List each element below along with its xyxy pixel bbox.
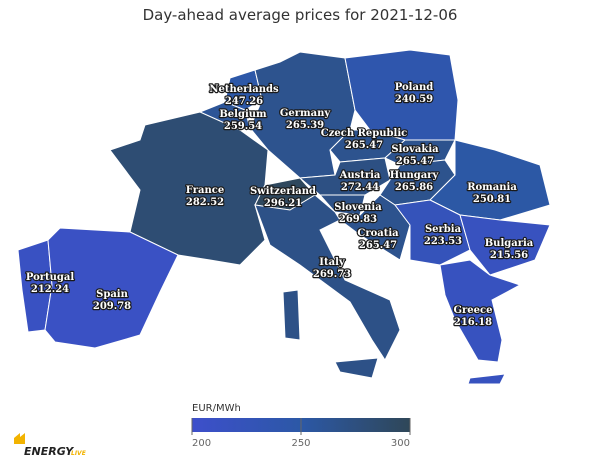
labels: Netherlands247.26Belgium259.54Germany265… — [25, 81, 535, 329]
region-value: 269.73 — [313, 269, 351, 280]
region-name: Slovenia — [334, 202, 382, 213]
region-name: Portugal — [26, 272, 75, 283]
country-shape — [394, 199, 471, 266]
region-name: Spain — [96, 289, 128, 300]
region-value: 265.47 — [396, 156, 434, 167]
legend: EUR/MWh 200 250 300 — [191, 403, 411, 449]
country-shape — [338, 194, 411, 261]
region-name: Belgium — [219, 109, 267, 120]
country-shape — [334, 357, 379, 379]
region-value: 212.24 — [31, 284, 69, 295]
region-value: 240.59 — [395, 94, 433, 105]
region-value: 296.21 — [264, 198, 302, 209]
logo: ENERGY LIVE — [14, 433, 87, 458]
region-name: Italy — [319, 257, 346, 268]
country-shape — [467, 373, 506, 385]
country-shape — [282, 289, 301, 341]
region-name: Greece — [454, 305, 493, 316]
country-shape — [459, 214, 551, 276]
region-value: 247.26 — [225, 96, 263, 107]
countries — [17, 49, 551, 385]
region-name: Romania — [467, 182, 517, 193]
region-value: 269.83 — [339, 214, 377, 225]
colorbar-tick-label: 200 — [192, 438, 211, 449]
region-value: 250.81 — [473, 194, 511, 205]
colorbar-tick-label: 300 — [391, 438, 410, 449]
map-title: Day-ahead average prices for 2021-12-06 — [143, 6, 458, 24]
region-name: Bulgaria — [485, 238, 534, 249]
region-value: 265.47 — [359, 240, 397, 251]
region-name: Poland — [395, 82, 433, 93]
region-value: 272.44 — [341, 182, 379, 193]
region-value: 215.56 — [490, 250, 528, 261]
colorbar-label: EUR/MWh — [192, 403, 241, 414]
country-shape — [44, 227, 179, 349]
region-value: 265.86 — [395, 182, 433, 193]
region-name: France — [186, 185, 224, 196]
region-name: Austria — [339, 170, 381, 181]
region-value: 265.47 — [345, 140, 383, 151]
country-shape — [109, 111, 269, 266]
region-value: 209.78 — [93, 301, 131, 312]
region-name: Czech Republic — [321, 128, 407, 139]
region-value: 282.52 — [186, 197, 224, 208]
country-shape — [254, 194, 401, 362]
region-value: 265.39 — [286, 120, 324, 131]
logo-icon — [14, 433, 25, 444]
colorbar-tick-label: 250 — [291, 438, 310, 449]
region-name: Switzerland — [250, 186, 316, 197]
region-name: Germany — [280, 108, 332, 119]
logo-sub: LIVE — [71, 450, 87, 457]
country-shape — [439, 259, 522, 363]
region-name: Slovakia — [391, 144, 439, 155]
region-name: Croatia — [357, 228, 399, 239]
region-value: 216.18 — [454, 317, 492, 328]
region-name: Serbia — [425, 224, 462, 235]
region-name: Hungary — [390, 170, 440, 181]
region-value: 223.53 — [424, 236, 462, 247]
region-value: 259.54 — [224, 121, 262, 132]
region-name: Netherlands — [209, 84, 279, 95]
logo-main: ENERGY — [24, 445, 74, 458]
